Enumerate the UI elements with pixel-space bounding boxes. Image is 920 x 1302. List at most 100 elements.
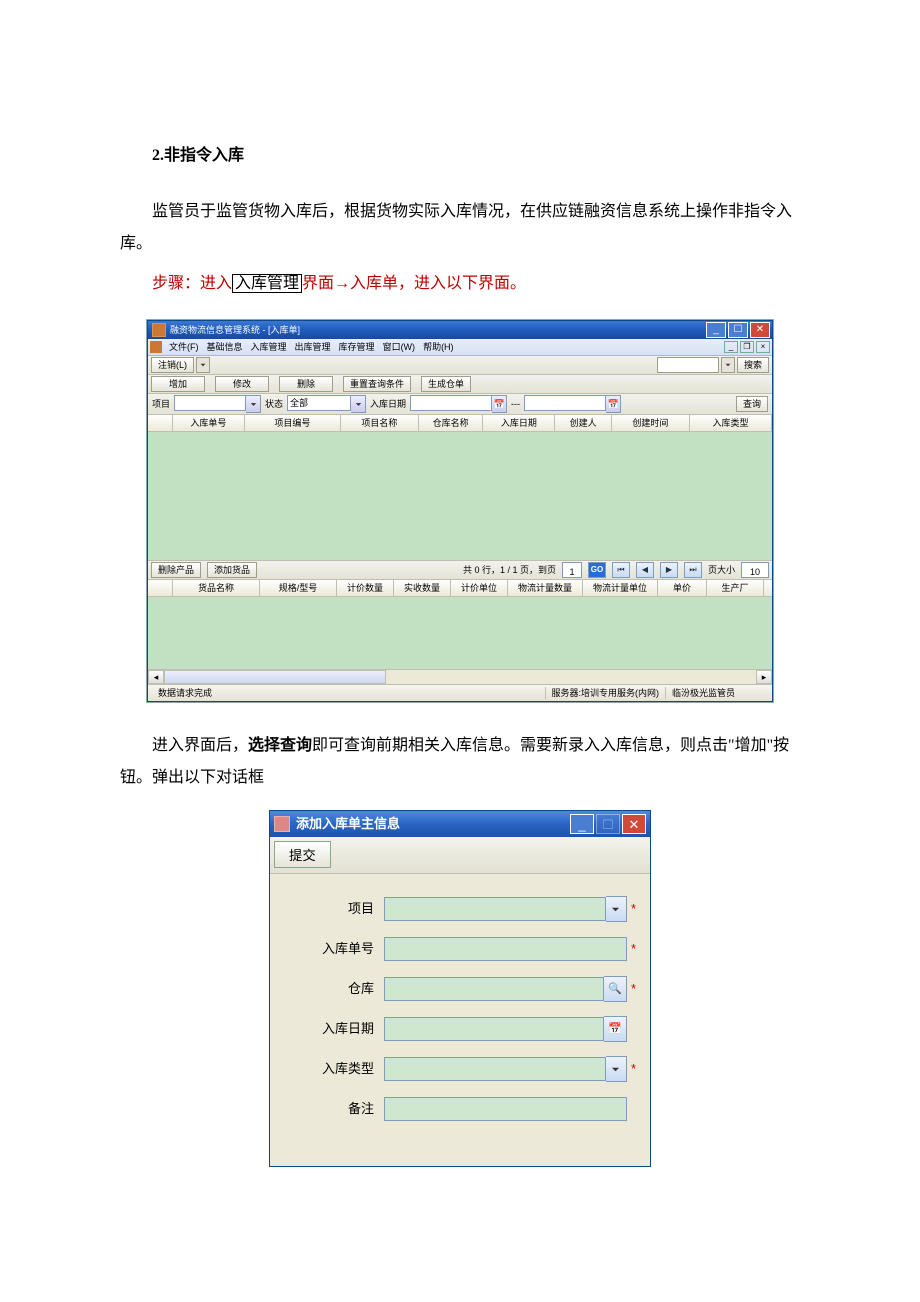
status-combo[interactable]: 全部 [287, 395, 366, 413]
date-field[interactable] [384, 1017, 604, 1041]
grid2-header: 货品名称规格/型号计价数量实收数量计价单位物流计量数量物流计量单位单价生产厂 [148, 580, 772, 597]
toolbar-top: 注销(L) 搜索 [148, 356, 772, 375]
window-title: 融资物流信息管理系统 - [入库单] [170, 321, 706, 339]
pagesize-input[interactable]: 10 [741, 562, 769, 578]
menu-base[interactable]: 基础信息 [204, 338, 246, 356]
calendar-icon[interactable]: 📅 [604, 1016, 627, 1042]
date-from[interactable]: 📅 [410, 395, 507, 413]
column-header[interactable]: 生产厂 [707, 580, 764, 596]
menu-stock[interactable]: 库存管理 [336, 338, 378, 356]
project-combo[interactable] [174, 395, 261, 413]
order-no-field[interactable] [384, 937, 627, 961]
project-field[interactable] [384, 897, 606, 921]
dialog-toolbar: 提交 [270, 837, 650, 874]
chevron-down-icon[interactable] [606, 896, 627, 922]
delete-product-button[interactable]: 删除产品 [151, 562, 201, 578]
calendar-icon[interactable]: 📅 [606, 395, 621, 413]
column-header[interactable]: 仓库名称 [419, 415, 483, 431]
prev-page-button[interactable]: ◀ [636, 562, 654, 578]
column-header[interactable]: 创建人 [555, 415, 611, 431]
scroll-thumb[interactable] [164, 670, 386, 684]
pagesize-label: 页大小 [708, 561, 735, 579]
titlebar[interactable]: 融资物流信息管理系统 - [入库单] _ ☐ ✕ [148, 321, 772, 339]
calendar-icon[interactable]: 📅 [492, 395, 507, 413]
column-header[interactable]: 实收数量 [394, 580, 451, 596]
chevron-down-icon[interactable] [351, 395, 366, 413]
label-remark: 备注 [284, 1096, 384, 1122]
reset-filter-button[interactable]: 重置查询条件 [343, 376, 411, 392]
column-header[interactable]: 物流计量单位 [583, 580, 658, 596]
dialog-icon [274, 816, 290, 832]
query-button[interactable]: 查询 [736, 396, 768, 412]
column-header[interactable]: 创建时间 [612, 415, 690, 431]
date-to[interactable]: 📅 [524, 395, 621, 413]
search-dropdown[interactable] [721, 357, 735, 373]
grid1-body[interactable] [148, 432, 772, 560]
minimize-button[interactable]: _ [706, 322, 726, 338]
label-status: 状态 [265, 395, 283, 413]
dialog-minimize-button[interactable]: _ [570, 814, 594, 834]
label-type: 入库类型 [284, 1056, 384, 1082]
menu-in[interactable]: 入库管理 [248, 338, 290, 356]
add-product-button[interactable]: 添加货品 [207, 562, 257, 578]
column-header[interactable]: 规格/型号 [260, 580, 337, 596]
last-page-button[interactable]: ⏭ [684, 562, 702, 578]
next-page-button[interactable]: ▶ [660, 562, 678, 578]
mdi-minimize[interactable]: _ [724, 341, 738, 353]
warehouse-field[interactable] [384, 977, 604, 1001]
chevron-down-icon[interactable] [246, 395, 261, 413]
dialog-titlebar[interactable]: 添加入库单主信息 _ ☐ ✕ [270, 811, 650, 837]
required-mark: * [631, 1056, 636, 1082]
column-header[interactable] [148, 415, 173, 431]
column-header[interactable]: 计价单位 [451, 580, 508, 596]
column-header[interactable]: 项目名称 [341, 415, 419, 431]
column-header[interactable]: 计价数量 [337, 580, 394, 596]
logout-dropdown[interactable] [196, 357, 210, 373]
label-project: 项目 [284, 896, 384, 922]
search-input[interactable] [657, 357, 719, 373]
required-mark: * [631, 896, 636, 922]
horizontal-scrollbar[interactable]: ◂ ▸ [148, 669, 772, 684]
label-order-no: 入库单号 [284, 936, 384, 962]
step-prefix: 步骤：进入 [152, 275, 232, 292]
step-suffix: 界面→入库单，进入以下界面。 [302, 275, 526, 292]
column-header[interactable]: 物流计量数量 [508, 580, 583, 596]
menu-file[interactable]: 文件(F) [166, 338, 202, 356]
mdi-close[interactable]: × [756, 341, 770, 353]
search-button[interactable]: 搜索 [737, 357, 769, 373]
page-input[interactable]: 1 [562, 562, 582, 578]
grid2-body[interactable] [148, 597, 772, 669]
toolbar-actions: 增加 修改 删除 重置查询条件 生成仓单 [148, 375, 772, 394]
column-header[interactable]: 入库单号 [173, 415, 245, 431]
chevron-down-icon[interactable] [606, 1056, 627, 1082]
go-button[interactable]: GO [588, 562, 606, 578]
menu-out[interactable]: 出库管理 [292, 338, 334, 356]
remark-field[interactable] [384, 1097, 627, 1121]
mdi-restore[interactable]: ❐ [740, 341, 754, 353]
edit-button[interactable]: 修改 [215, 376, 269, 392]
gen-warehouse-button[interactable]: 生成仓单 [421, 376, 471, 392]
type-field[interactable] [384, 1057, 606, 1081]
column-header[interactable]: 入库日期 [483, 415, 555, 431]
menu-help[interactable]: 帮助(H) [420, 338, 457, 356]
delete-button[interactable]: 删除 [279, 376, 333, 392]
maximize-button[interactable]: ☐ [728, 322, 748, 338]
dialog-close-button[interactable]: ✕ [622, 814, 646, 834]
status-left: 数据请求完成 [152, 684, 218, 702]
scroll-left-button[interactable]: ◂ [148, 670, 164, 684]
first-page-button[interactable]: ⏮ [612, 562, 630, 578]
app-window: 融资物流信息管理系统 - [入库单] _ ☐ ✕ 文件(F) 基础信息 入库管理… [147, 320, 773, 702]
logout-button[interactable]: 注销(L) [151, 357, 194, 373]
column-header[interactable]: 单价 [658, 580, 707, 596]
scroll-right-button[interactable]: ▸ [756, 670, 772, 684]
add-button[interactable]: 增加 [151, 376, 205, 392]
column-header[interactable]: 货品名称 [173, 580, 260, 596]
submit-button[interactable]: 提交 [274, 841, 331, 868]
close-button[interactable]: ✕ [750, 322, 770, 338]
dialog-form: 项目 * 入库单号 * 仓库 🔍 * [270, 874, 650, 1166]
column-header[interactable]: 项目编号 [245, 415, 341, 431]
column-header[interactable]: 入库类型 [690, 415, 772, 431]
lookup-icon[interactable]: 🔍 [604, 976, 627, 1002]
menu-window[interactable]: 窗口(W) [380, 338, 419, 356]
column-header[interactable] [148, 580, 173, 596]
